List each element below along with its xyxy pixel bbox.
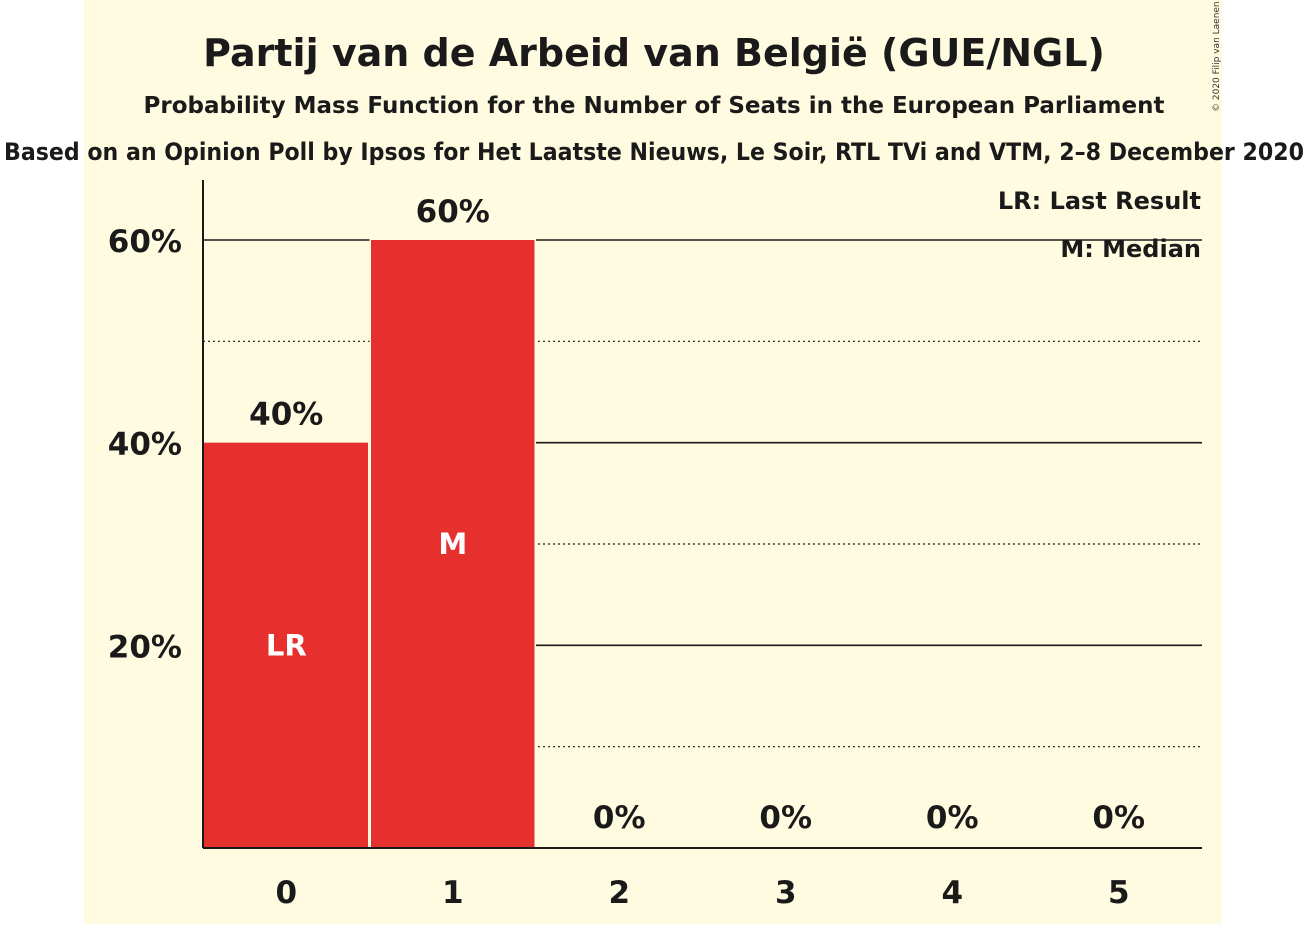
- chart-source: Based on an Opinion Poll by Ipsos for He…: [4, 138, 1304, 166]
- data-label-5: 0%: [1092, 800, 1145, 836]
- legend: LR: Last Result M: Median: [998, 187, 1201, 263]
- y-tick-label-60: 60%: [108, 224, 182, 260]
- legend-entry-median: M: Median: [1060, 235, 1201, 263]
- x-tick-label-5: 5: [1108, 875, 1130, 911]
- bars: [203, 237, 536, 848]
- axes: 20% 40% 60%: [108, 180, 1202, 849]
- x-tick-label-2: 2: [608, 875, 630, 911]
- bar-marker-lr: LR: [266, 628, 307, 662]
- copyright-text: © 2020 Filip van Laenen: [1212, 1, 1222, 112]
- bar-0: [203, 442, 368, 848]
- data-label-2: 0%: [593, 800, 646, 836]
- data-label-4: 0%: [926, 800, 979, 836]
- data-label-0: 40%: [249, 397, 323, 433]
- x-tick-label-0: 0: [275, 875, 297, 911]
- y-tick-label-20: 20%: [108, 629, 182, 665]
- legend-entry-last-result: LR: Last Result: [998, 187, 1201, 215]
- y-tick-label-40: 40%: [108, 427, 182, 463]
- chart-subtitle: Probability Mass Function for the Number…: [144, 93, 1165, 119]
- x-tick-label-1: 1: [442, 875, 464, 911]
- x-tick-label-3: 3: [775, 875, 797, 911]
- bar-1: [371, 240, 535, 848]
- chart-title: Partij van de Arbeid van België (GUE/NGL…: [203, 31, 1105, 75]
- data-label-3: 0%: [759, 800, 812, 836]
- bar-marker-m: M: [438, 527, 467, 561]
- x-tick-label-4: 4: [941, 875, 963, 911]
- data-label-1: 60%: [416, 194, 490, 230]
